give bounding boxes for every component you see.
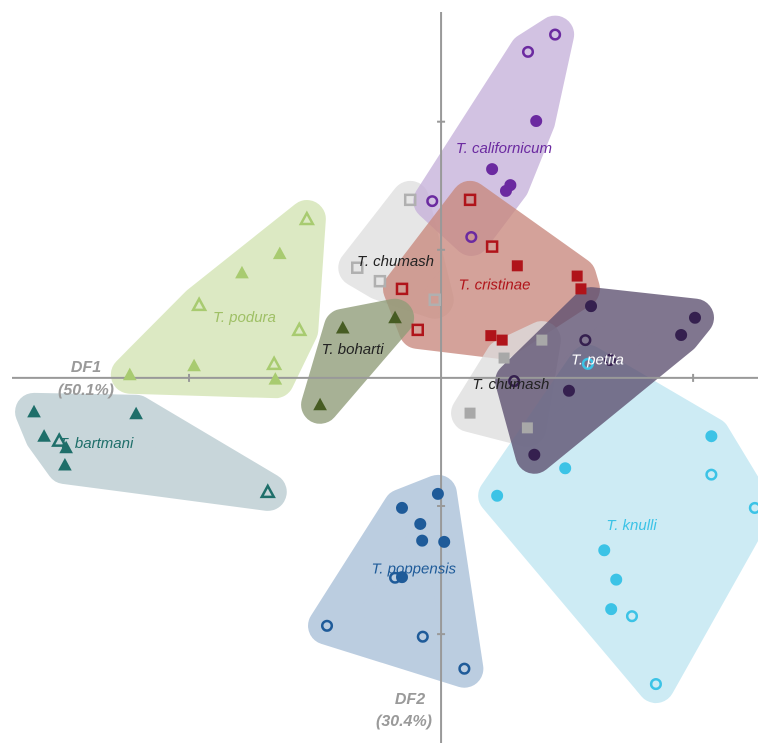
point (27, 404, 41, 418)
group-label: T. bartmani (59, 435, 134, 452)
point (675, 328, 688, 341)
point (438, 535, 451, 548)
point (431, 487, 444, 500)
group-label: T. boharti (322, 341, 385, 358)
point (496, 334, 508, 346)
point (571, 270, 583, 282)
group-hull (495, 287, 714, 474)
point (705, 468, 718, 481)
point (187, 358, 201, 372)
group-label: T. chumash (357, 253, 434, 270)
point (388, 310, 402, 324)
point (610, 573, 623, 586)
point-layer (27, 28, 758, 691)
point (603, 353, 616, 367)
point (272, 246, 287, 260)
point (351, 261, 364, 274)
axis-layer (12, 12, 758, 743)
label-layer: T. podura T. bartmani T. chumash T. califor… (59, 140, 658, 578)
hull-layer (15, 15, 758, 704)
point (559, 462, 572, 475)
point (464, 407, 476, 419)
point (313, 397, 327, 411)
point (485, 240, 499, 253)
point (426, 195, 439, 208)
point (465, 230, 478, 244)
y-axis-title: (30.4%) (376, 713, 432, 730)
point (395, 282, 409, 296)
point (575, 283, 587, 295)
point (485, 330, 497, 342)
point (373, 274, 387, 288)
point (649, 678, 662, 691)
point (530, 115, 543, 128)
point (688, 311, 701, 324)
group-label: T. petita (571, 352, 624, 369)
point (598, 544, 611, 557)
point (579, 334, 592, 347)
point (521, 422, 533, 434)
point (58, 457, 72, 471)
point (37, 429, 51, 442)
point (59, 440, 74, 454)
point (463, 193, 477, 207)
point (491, 489, 504, 502)
point (265, 355, 283, 371)
point (605, 603, 618, 616)
point (705, 430, 718, 443)
group-label: T. poppensis (372, 560, 457, 577)
point (320, 619, 334, 632)
point (536, 334, 548, 346)
group-label: T. cristinae (458, 277, 530, 294)
group-hull (301, 298, 415, 424)
x-axis-title: (50.1%) (58, 382, 114, 399)
point (748, 501, 758, 514)
point (122, 367, 137, 381)
point (581, 357, 594, 370)
group-hull (15, 392, 287, 511)
hull-shape (110, 200, 326, 399)
point (335, 320, 350, 334)
point (549, 28, 562, 41)
point (428, 293, 442, 307)
point (508, 375, 521, 388)
point (395, 501, 408, 514)
hull-shape (301, 298, 415, 424)
y-axis-title: DF2 (395, 691, 425, 708)
point (511, 260, 523, 272)
hull-shape (495, 287, 714, 474)
point (486, 163, 499, 176)
point (259, 483, 276, 499)
point (414, 517, 427, 530)
point (389, 571, 402, 584)
group-label: T. californicum (456, 140, 552, 157)
point (416, 630, 429, 643)
point (416, 534, 429, 547)
point (191, 296, 208, 312)
x-axis-title: DF1 (71, 359, 101, 376)
point (403, 193, 417, 207)
point (458, 662, 471, 675)
point (411, 323, 425, 337)
point (268, 372, 283, 385)
group-label: T. knulli (606, 517, 657, 534)
point (298, 210, 315, 226)
point (521, 45, 535, 58)
point (291, 321, 308, 337)
group-hull (110, 200, 326, 399)
point (235, 265, 249, 279)
point (51, 432, 68, 447)
point (129, 406, 143, 420)
point (499, 184, 512, 197)
point (585, 300, 598, 313)
point (625, 610, 639, 623)
point (498, 352, 510, 364)
group-label: T. podura (213, 309, 276, 326)
point (562, 384, 575, 397)
hull-shape (15, 392, 287, 511)
point (528, 448, 541, 461)
group-label: T. chumash (472, 376, 549, 393)
